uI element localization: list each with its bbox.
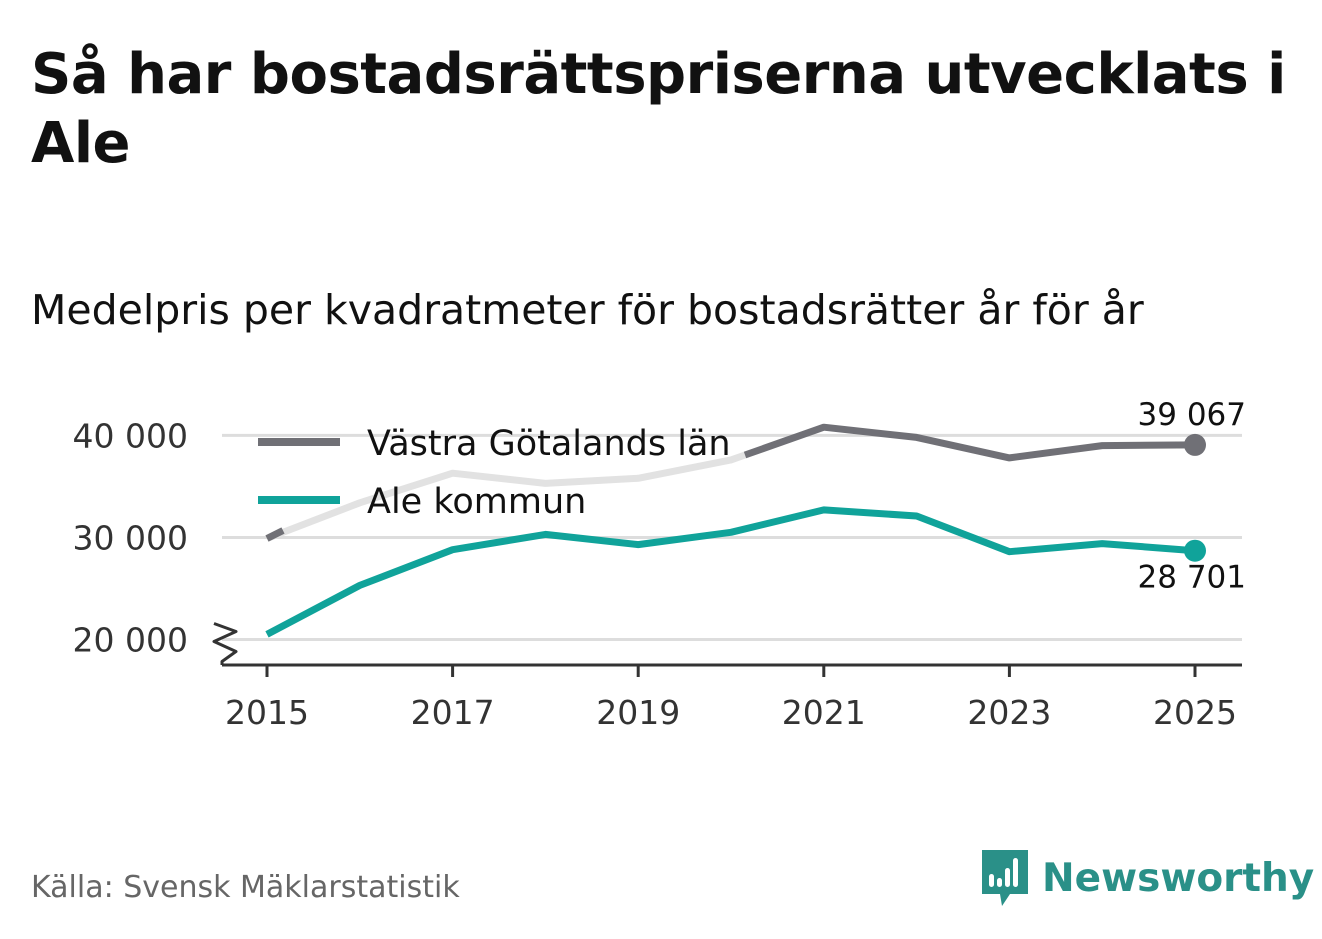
end-labels: 39 067 28 701 [1138, 397, 1246, 596]
y-axis-labels: 20 000 30 000 40 000 [73, 416, 188, 659]
legend: Västra Götalands län Ale kommun [258, 424, 731, 522]
y-tick-label: 30 000 [73, 518, 188, 557]
end-point-ale-kommun [1184, 539, 1206, 562]
end-point-vastra-gotaland [1184, 433, 1206, 456]
x-tick-label: 2019 [596, 693, 680, 732]
axis-break-icon [212, 622, 238, 665]
x-tick-label: 2023 [967, 693, 1051, 732]
legend-label-vastra-gotaland: Västra Götalands län [367, 424, 731, 464]
series-line-vastra-gotaland-faded [265, 451, 747, 542]
series-lines [265, 423, 1206, 638]
chart-subtitle: Medelpris per kvadratmeter för bostadsrä… [31, 286, 1144, 334]
x-tick-label: 2021 [782, 693, 866, 732]
source-note: Källa: Svensk Mäklarstatistik [31, 870, 460, 905]
series-line-vastra-gotaland [743, 423, 1196, 462]
x-tick-label: 2017 [411, 693, 495, 732]
brand-name: Newsworthy [1042, 855, 1315, 901]
series-line-vastra-gotaland-start [265, 527, 285, 542]
end-label-ale-kommun: 28 701 [1138, 560, 1246, 596]
y-tick-label: 20 000 [73, 620, 188, 659]
x-axis: 2015 2017 2019 2021 2023 2025 [212, 622, 1242, 732]
newsworthy-logo-icon [982, 850, 1028, 906]
series-line-ale-kommun [265, 506, 1196, 638]
gridlines [222, 433, 1242, 641]
x-tick-label: 2015 [225, 693, 309, 732]
x-tick-label: 2025 [1153, 693, 1237, 732]
end-label-vastra-gotaland: 39 067 [1138, 397, 1246, 433]
brand-logo[interactable]: Newsworthy [980, 848, 1314, 908]
legend-label-ale-kommun: Ale kommun [367, 482, 586, 522]
chart-title: Så har bostadsrättspriserna utvecklats i… [31, 42, 1286, 176]
y-tick-label: 40 000 [73, 416, 188, 455]
